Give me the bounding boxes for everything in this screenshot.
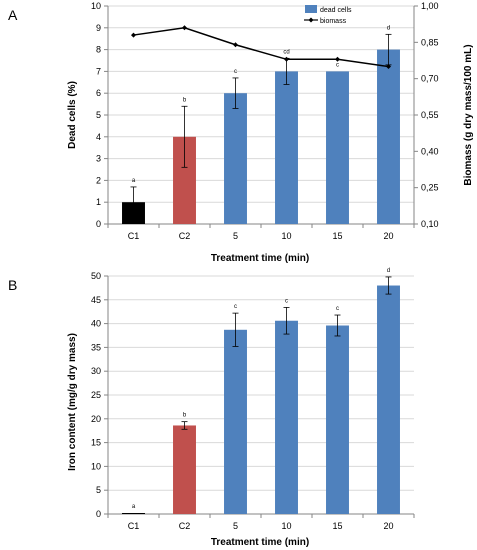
panel-a-letter: A [8, 7, 18, 23]
panel-a-y-tick-label: 5 [96, 110, 101, 120]
panel-b-y-tick-label: 20 [91, 414, 101, 424]
panel-b-bar [122, 513, 145, 514]
panel-a-y-tick-label: 4 [96, 132, 101, 142]
panel-a-y-tick-label: 7 [96, 66, 101, 76]
panel-a-bar [224, 93, 247, 224]
panel-b-significance-label: c [285, 298, 288, 304]
panel-a-x-tick-label: 10 [281, 231, 291, 241]
panel-a-y-tick-label: 10 [91, 1, 101, 11]
legend-dead-cells-swatch [305, 5, 317, 13]
panel-a-significance-label: c [234, 69, 237, 75]
panel-a-significance-label: b [183, 97, 187, 103]
panel-b-y-tick-label: 0 [96, 509, 101, 519]
panel-b-y-tick-label: 35 [91, 342, 101, 352]
panel-a-biomass-marker [182, 25, 187, 31]
panel-b-y-tick-label: 15 [91, 438, 101, 448]
panel-a-y-tick-label: 6 [96, 88, 101, 98]
panel-a-biomass-marker [284, 56, 289, 62]
panel-a-x-tick-label: C1 [128, 231, 140, 241]
panel-a-biomass-line [133, 27, 389, 68]
panel-a-biomass-marker [233, 42, 238, 48]
panel-b-x-tick-label: C2 [179, 521, 191, 531]
legend-biomass-marker [308, 17, 314, 23]
panel-b-y-axis-label: Iron content (mg/g dry mass) [67, 333, 78, 471]
panel-a-x-tick-label: 15 [332, 231, 342, 241]
panel-b-y-tick-label: 30 [91, 366, 101, 376]
panel-a-x-axis-label: Treatment time (min) [211, 253, 309, 264]
panel-a-y-axis-label: Dead cells (%) [67, 81, 78, 149]
panel-a-y2-axis-label: Biomass (g dry mass/100 mL) [463, 44, 474, 185]
panel-a-y2-tick-label: 0,25 [421, 183, 439, 193]
panel-a-x-tick-label: C2 [179, 231, 191, 241]
panel-b-chart: 0 5 10 15 20 25 30 35 40 45 50 C1 C2 5 10 15 20 a b c c c d [91, 268, 415, 531]
panel-b-bar [275, 320, 298, 514]
panel-a-y2-tick-label: 0,70 [421, 74, 439, 84]
panel-a-biomass-marker [386, 64, 391, 70]
panel-a-significance-label: d [387, 25, 390, 31]
panel-a-y2-tick-label: 0,10 [421, 219, 439, 229]
panel-b-x-tick-label: 5 [233, 521, 238, 531]
panel-a-bar [326, 71, 349, 225]
panel-a-y-tick-label: 8 [96, 45, 101, 55]
panel-b-y-tick-label: 40 [91, 319, 101, 329]
panel-b-significance-label: c [336, 306, 339, 312]
panel-b-y-tick-label: 5 [96, 485, 101, 495]
panel-a-x-tick-label: 20 [383, 231, 393, 241]
panel-a-biomass-marker [131, 32, 136, 38]
panel-a-legend: dead cells biomass [304, 5, 352, 25]
panel-b-x-tick-label: 20 [383, 521, 393, 531]
panel-b-letter: B [8, 277, 17, 293]
panel-b-bar [377, 285, 400, 514]
panel-b-y-tick-label: 10 [91, 461, 101, 471]
panel-b-bar [326, 325, 349, 514]
panel-a-bar [377, 49, 400, 224]
panel-a-bar [275, 71, 298, 225]
panel-a-y2-tick-label: 0,40 [421, 146, 439, 156]
panel-b-significance-label: c [234, 304, 237, 310]
panel-b-significance-label: a [132, 504, 136, 510]
panel-a-y2-tick-label: 0,55 [421, 110, 439, 120]
panel-b-x-axis-label: Treatment time (min) [211, 537, 309, 548]
panel-a-bar [173, 136, 196, 224]
panel-b-significance-label: b [183, 413, 187, 419]
panel-a-y-tick-label: 1 [96, 197, 101, 207]
panel-b-significance-label: d [387, 268, 390, 274]
panel-a-y2-tick-label: 0,85 [421, 37, 439, 47]
panel-a-significance-label: cd [283, 49, 289, 55]
panel-a-y-tick-label: 9 [96, 23, 101, 33]
legend-dead-cells-label: dead cells [320, 7, 352, 14]
panel-b-x-tick-label: 10 [281, 521, 291, 531]
panel-b-bar [173, 425, 196, 514]
panel-a-significance-label: c [336, 62, 339, 68]
panel-a-y-tick-label: 3 [96, 154, 101, 164]
panel-a-biomass-marker [335, 56, 340, 62]
panel-b-bar [224, 329, 247, 514]
panel-a-y-tick-label: 2 [96, 175, 101, 185]
panel-a-x-tick-label: 5 [233, 231, 238, 241]
panel-b-x-tick-label: 15 [332, 521, 342, 531]
panel-b-y-tick-label: 25 [91, 390, 101, 400]
panel-b-y-tick-label: 45 [91, 295, 101, 305]
panel-a-significance-label: a [132, 178, 136, 184]
legend-biomass-label: biomass [320, 18, 347, 25]
panel-b-y-tick-label: 50 [91, 271, 101, 281]
panel-a-y-tick-label: 0 [96, 219, 101, 229]
panel-b-x-tick-label: C1 [128, 521, 140, 531]
panel-a-y2-tick-label: 1,00 [421, 1, 439, 11]
